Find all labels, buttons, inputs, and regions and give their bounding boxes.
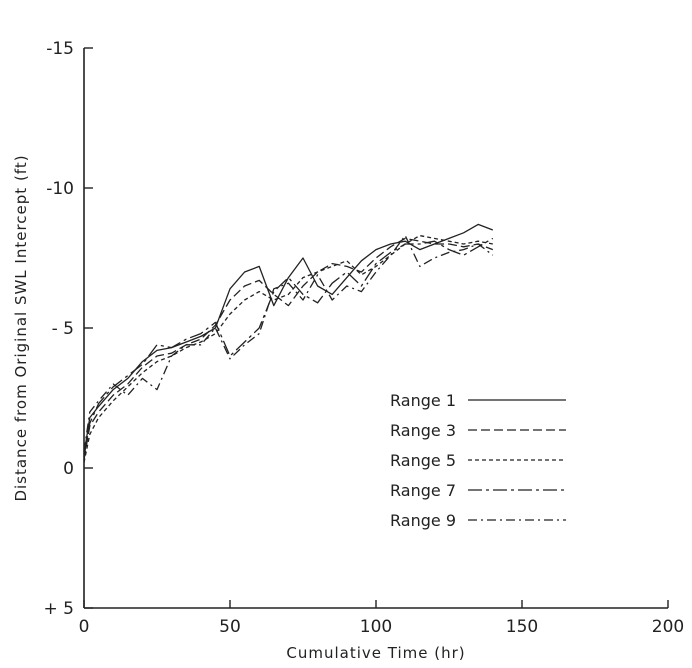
- legend-label: Range 3: [390, 421, 456, 440]
- y-tick-label: -15: [46, 39, 74, 59]
- legend-label: Range 7: [390, 481, 456, 500]
- x-tick-label: 150: [506, 617, 538, 637]
- legend-label: Range 9: [390, 511, 456, 530]
- series-line-range-7: [83, 237, 494, 457]
- x-axis-title: Cumulative Time (hr): [286, 644, 465, 662]
- axes: [83, 48, 668, 609]
- series-line-range-1: [83, 223, 494, 455]
- legend: Range 1 Range 3 Range 5 Range 7 Range 9: [390, 391, 566, 530]
- series-layer: [83, 223, 494, 463]
- y-tick-label: - 5: [52, 319, 74, 339]
- x-tick-label: 200: [652, 617, 684, 637]
- x-tick-label: 50: [219, 617, 241, 637]
- y-tick-label: 0: [63, 459, 74, 479]
- legend-label: Range 1: [390, 391, 456, 410]
- series-line-range-9: [83, 234, 494, 452]
- legend-label: Range 5: [390, 451, 456, 470]
- x-ticks: 0 50 100 150 200: [79, 600, 684, 637]
- y-tick-label: -10: [46, 179, 74, 199]
- x-tick-label: 100: [360, 617, 392, 637]
- series-line-range-5: [83, 234, 493, 463]
- y-tick-label: + 5: [44, 599, 74, 619]
- y-axis-title: Distance from Original SWL Intercept (ft…: [12, 154, 30, 501]
- y-ticks: -15 -10 - 5 0 + 5: [44, 39, 93, 619]
- x-tick-label: 0: [79, 617, 90, 637]
- series-line-range-3: [83, 237, 494, 460]
